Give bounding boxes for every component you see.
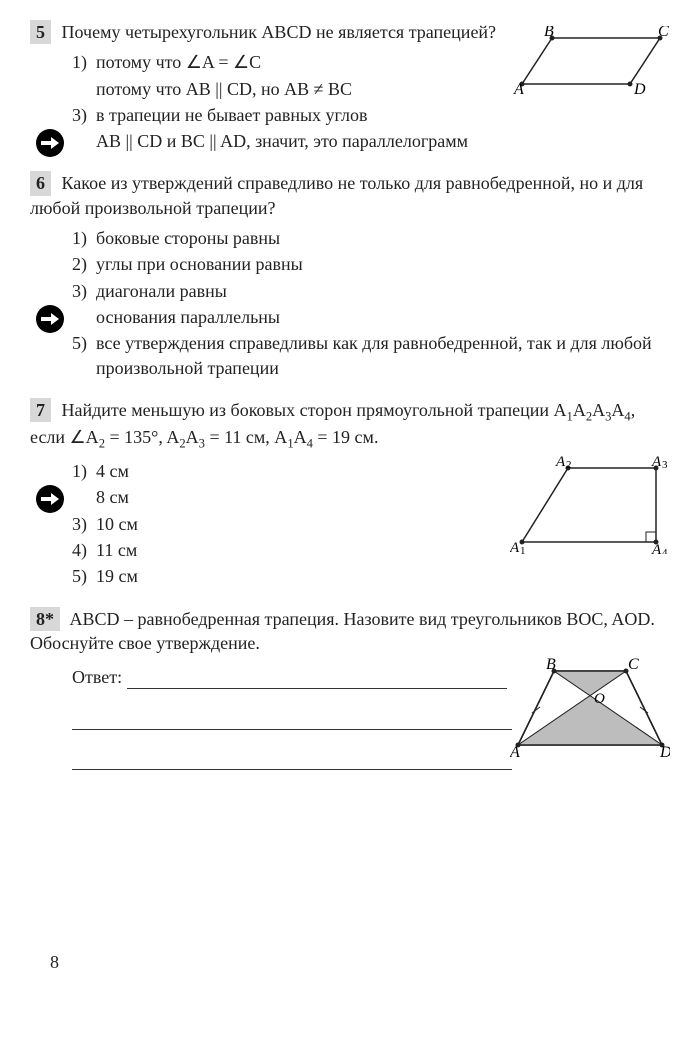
question-8: 8* ABCD – равнобедренная трапеция. Назов…	[30, 607, 670, 770]
text-part: A	[186, 427, 199, 447]
option-text: AB || CD и BC || AD, значит, это паралле…	[96, 131, 468, 151]
option-1: 1) 4 см	[72, 459, 670, 483]
option-3: 3) 10 см	[72, 512, 670, 536]
question-6: 6 Какое из утверждений справедливо не то…	[30, 171, 670, 379]
question-text: Какое из утверждений справедливо не толь…	[30, 173, 643, 217]
option-number: 3)	[72, 103, 87, 127]
arrow-icon	[36, 129, 64, 157]
option-text: 19 см	[96, 566, 138, 586]
svg-text:B: B	[544, 26, 554, 40]
text-part: A	[573, 400, 586, 420]
option-text: 4 см	[96, 461, 129, 481]
option-text: 10 см	[96, 514, 138, 534]
text-part: Найдите меньшую из боковых сторон прямоу…	[62, 400, 567, 420]
svg-text:C: C	[628, 657, 639, 673]
options-list: 1) боковые стороны равны 2) углы при осн…	[72, 226, 670, 380]
option-text: 11 см	[96, 540, 137, 560]
question-number: 5	[30, 20, 51, 44]
question-number: 6	[30, 171, 51, 195]
option-text: потому что ∠A = ∠C	[96, 52, 261, 72]
option-3: 3) диагонали равны	[72, 279, 670, 303]
option-3: 3) в трапеции не бывает равных углов	[72, 103, 670, 127]
text-part: = 135°, A	[105, 427, 179, 447]
option-1: 1) боковые стороны равны	[72, 226, 670, 250]
answer-blank-line[interactable]	[72, 703, 512, 729]
options-list: 1) 4 см 8 см 3) 10 см 4) 11 см 5) 19 см	[72, 459, 670, 588]
answer-blank-line[interactable]	[72, 744, 512, 770]
option-text: 8 см	[96, 487, 129, 507]
option-text: потому что AB || CD, но AB ≠ BC	[96, 79, 352, 99]
text-part: = 11 см, A	[205, 427, 287, 447]
option-5: 5) все утверждения справедливы как для р…	[72, 331, 670, 380]
option-2: потому что AB || CD, но AB ≠ BC	[72, 77, 670, 101]
page-number: 8	[50, 950, 670, 974]
arrow-icon	[36, 485, 64, 513]
option-2: 2) углы при основании равны	[72, 252, 670, 276]
svg-text:D: D	[659, 744, 670, 757]
question-number: 8*	[30, 607, 60, 631]
answer-label: Ответ:	[72, 667, 122, 687]
arrow-icon	[36, 305, 64, 333]
svg-text:C: C	[658, 26, 669, 40]
text-part: A	[611, 400, 624, 420]
option-number: 2)	[72, 252, 87, 276]
question-number: 7	[30, 398, 51, 422]
answer-blank[interactable]	[127, 669, 507, 690]
option-number: 3)	[72, 512, 87, 536]
question-text: Почему четырехугольник ABCD не является …	[62, 22, 497, 42]
question-text: ABCD – равнобедренная трапеция. Назовите…	[30, 609, 655, 653]
option-text: в трапеции не бывает равных углов	[96, 105, 368, 125]
option-4-correct: основания параллельны	[72, 305, 670, 329]
svg-text:B: B	[546, 657, 556, 673]
option-text: боковые стороны равны	[96, 228, 280, 248]
option-4-correct: AB || CD и BC || AD, значит, это паралле…	[72, 129, 670, 153]
option-number: 1)	[72, 226, 87, 250]
figure-isosceles-trapezoid: A B C D O	[510, 657, 670, 763]
question-5: A B C D 5 Почему четырехугольник ABCD не…	[30, 20, 670, 153]
option-number: 4)	[72, 538, 87, 562]
question-7: 7 Найдите меньшую из боковых сторон прям…	[30, 398, 670, 589]
option-5: 5) 19 см	[72, 564, 670, 588]
option-number: 5)	[72, 564, 87, 588]
text-part: = 19 см.	[313, 427, 379, 447]
svg-text:A: A	[510, 744, 520, 757]
text-part: A	[592, 400, 605, 420]
question-text: Найдите меньшую из боковых сторон прямоу…	[30, 400, 635, 448]
option-text: основания параллельны	[96, 307, 280, 327]
option-number: 5)	[72, 331, 87, 355]
option-number: 3)	[72, 279, 87, 303]
option-text: углы при основании равны	[96, 254, 303, 274]
option-number: 1)	[72, 459, 87, 483]
text-part: A	[294, 427, 307, 447]
option-2-correct: 8 см	[72, 485, 670, 509]
option-text: все утверждения справедливы как для равн…	[96, 333, 652, 377]
option-1: 1) потому что ∠A = ∠C	[72, 50, 670, 74]
option-text: диагонали равны	[96, 281, 227, 301]
option-number: 1)	[72, 50, 87, 74]
option-4: 4) 11 см	[72, 538, 670, 562]
svg-text:O: O	[594, 691, 605, 707]
